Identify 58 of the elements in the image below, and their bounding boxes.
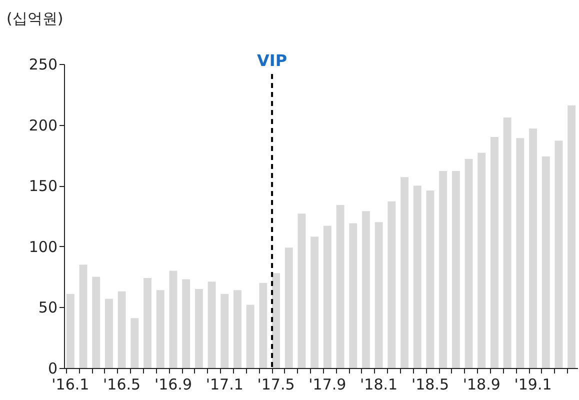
bar — [246, 304, 254, 368]
x-tick-label: '16.5 — [103, 376, 141, 394]
bar — [490, 136, 498, 368]
bar — [349, 223, 358, 368]
x-tick-label: '18.1 — [360, 376, 398, 394]
bar — [208, 282, 216, 368]
bar — [233, 290, 242, 368]
bar — [298, 214, 306, 368]
y-tick-label: 150 — [28, 177, 58, 196]
bar — [452, 171, 460, 368]
bar — [259, 282, 268, 368]
bar — [362, 211, 370, 368]
bar — [220, 294, 229, 368]
x-tick-label: '16.9 — [154, 376, 192, 394]
y-tick-label: 250 — [28, 56, 58, 74]
bar — [503, 118, 512, 368]
bar — [542, 156, 550, 368]
bar — [374, 222, 383, 368]
bar — [130, 318, 139, 368]
x-tick-label: '19.1 — [514, 376, 552, 394]
y-tick-label: 200 — [28, 116, 58, 134]
bar — [156, 290, 164, 368]
bar — [118, 291, 126, 368]
y-tick-label: 100 — [28, 238, 58, 256]
bar — [400, 177, 409, 368]
bar — [144, 278, 152, 368]
x-tick-label: '17.1 — [206, 376, 244, 394]
bar — [464, 158, 473, 368]
x-tick-label: '17.5 — [257, 376, 295, 394]
x-tick-label: '18.9 — [462, 376, 500, 394]
bar — [323, 226, 332, 368]
bar — [92, 276, 100, 368]
x-tick-label: '17.9 — [308, 376, 346, 394]
bar — [79, 264, 88, 368]
ref-line-label: VIP — [257, 51, 288, 70]
bar — [169, 270, 178, 368]
y-tick-label: 50 — [38, 298, 58, 317]
x-tick-label: '18.5 — [411, 376, 449, 394]
bar — [388, 201, 396, 368]
x-tick-label: '16.1 — [52, 376, 90, 394]
bar — [529, 128, 538, 368]
bar — [104, 298, 113, 368]
y-tick-label: 0 — [48, 360, 58, 378]
bar — [478, 152, 486, 368]
y-axis-title: (십억원) — [6, 10, 64, 28]
bar — [66, 294, 74, 368]
bar — [554, 140, 563, 368]
bar — [182, 279, 190, 368]
bar — [336, 205, 344, 368]
bar — [426, 190, 434, 368]
bar — [310, 236, 319, 368]
bar — [194, 288, 203, 368]
bar — [413, 186, 422, 368]
bar — [568, 105, 576, 368]
bar — [272, 273, 280, 368]
bar — [284, 248, 293, 368]
bar — [516, 138, 524, 368]
bar — [439, 171, 448, 368]
